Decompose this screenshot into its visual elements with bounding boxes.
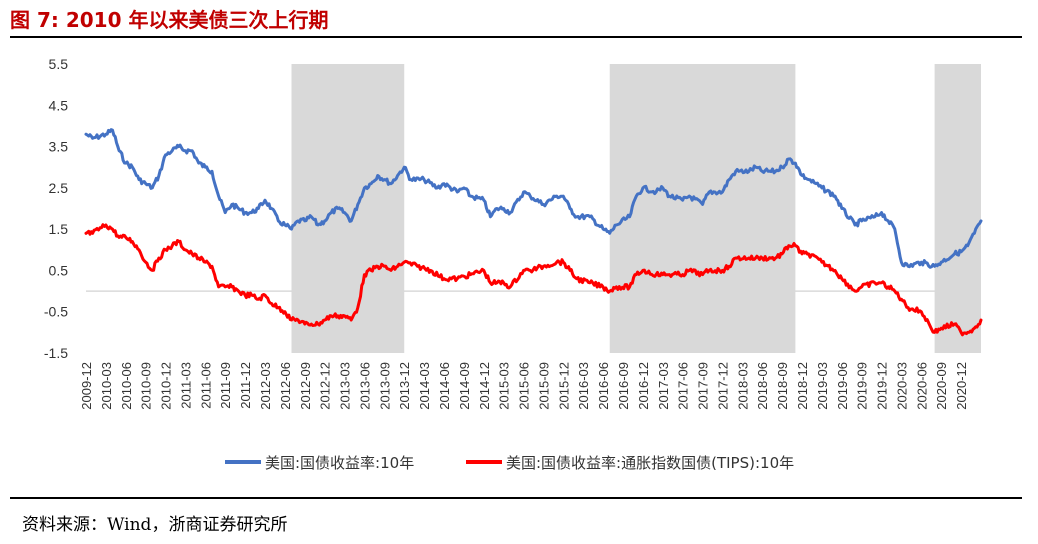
x-tick-label: 2017-03 [656,362,671,410]
x-axis-ticks: 2009-12 2010-03 2010-06 2010-09 2010-12 2011-… [79,362,969,410]
line-chart: 5.5 4.5 3.5 2.5 1.5 0.5 -0.5 -1.5 2009-12 2010-0… [44,56,983,472]
y-tick-label: 1.5 [49,221,69,237]
x-tick-label: 2013-03 [338,362,353,410]
x-tick-label: 2018-03 [735,362,750,410]
x-tick-label: 2010-06 [119,362,134,410]
x-tick-label: 2017-06 [676,362,691,410]
x-tick-label: 2014-03 [417,362,432,410]
x-tick-label: 2015-06 [517,362,532,410]
x-tick-label: 2010-03 [99,362,114,410]
x-tick-label: 2015-12 [556,362,571,410]
x-tick-label: 2012-12 [318,362,333,410]
y-tick-label: 0.5 [49,262,69,278]
x-tick-label: 2013-06 [357,362,372,410]
y-tick-label: 3.5 [49,139,69,155]
x-tick-label: 2018-12 [795,362,810,410]
shaded-period-2 [609,64,796,353]
x-tick-label: 2019-06 [835,362,850,410]
y-tick-label: -1.5 [44,345,68,361]
y-axis-ticks: 5.5 4.5 3.5 2.5 1.5 0.5 -0.5 -1.5 [44,56,68,361]
x-tick-label: 2020-12 [954,362,969,410]
x-tick-label: 2012-03 [258,362,273,410]
x-tick-label: 2010-12 [159,362,174,410]
legend-label-2: 美国:国债收益率:通胀指数国债(TIPS):10年 [506,454,794,472]
x-tick-label: 2019-09 [855,362,870,410]
series-line-tips-10y [84,223,983,337]
x-tick-label: 2011-03 [178,362,193,409]
x-tick-label: 2020-03 [894,362,909,410]
series-lines [84,128,983,337]
x-tick-label: 2013-09 [377,362,392,410]
top-rule [10,36,1022,38]
x-tick-label: 2019-12 [875,362,890,410]
y-tick-label: 2.5 [49,180,69,196]
legend-label-1: 美国:国债收益率:10年 [265,454,414,472]
x-tick-label: 2010-09 [139,362,154,410]
shaded-period-3 [934,64,981,353]
x-tick-label: 2017-09 [696,362,711,410]
x-tick-label: 2014-12 [477,362,492,410]
bottom-rule [10,497,1022,499]
x-tick-label: 2012-06 [278,362,293,410]
x-tick-label: 2020-09 [934,362,949,410]
x-tick-label: 2018-06 [755,362,770,410]
x-tick-label: 2016-12 [636,362,651,410]
y-tick-label: 4.5 [49,97,69,113]
x-tick-label: 2009-12 [79,362,94,410]
x-tick-label: 2020-06 [914,362,929,410]
x-tick-label: 2014-06 [437,362,452,410]
x-tick-label: 2016-09 [616,362,631,410]
x-tick-label: 2012-09 [298,362,313,410]
x-tick-label: 2011-12 [238,362,253,409]
x-tick-label: 2018-09 [775,362,790,410]
y-tick-label: 5.5 [49,56,69,72]
x-tick-label: 2017-12 [715,362,730,410]
x-tick-label: 2015-03 [497,362,512,410]
x-tick-label: 2013-12 [397,362,412,410]
figure-title: 图 7: 2010 年以来美债三次上行期 [10,8,329,32]
x-tick-label: 2015-09 [536,362,551,410]
x-tick-label: 2014-09 [457,362,472,410]
y-tick-label: -0.5 [44,304,68,320]
shaded-periods [291,64,981,353]
source-note: 资料来源：Wind，浙商证券研究所 [22,515,288,535]
x-tick-label: 2011-09 [218,362,233,409]
series-line-nominal-10y [84,128,983,269]
legend: 美国:国债收益率:10年 美国:国债收益率:通胀指数国债(TIPS):10年 [225,454,794,472]
x-tick-label: 2016-06 [596,362,611,410]
shaded-period-1 [291,64,405,353]
x-tick-label: 2011-06 [198,362,213,409]
x-tick-label: 2019-03 [815,362,830,410]
x-tick-label: 2016-03 [576,362,591,410]
